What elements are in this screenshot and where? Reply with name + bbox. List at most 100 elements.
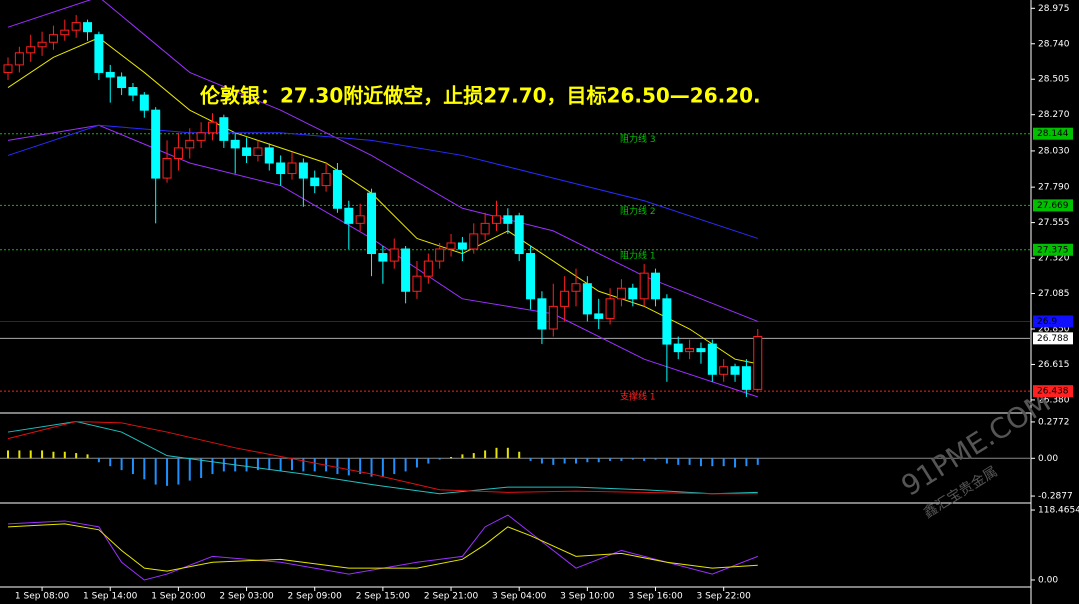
- y-tick-label: 27.790: [1038, 183, 1070, 193]
- indicator-line: [7, 421, 758, 495]
- candle-body: [26, 46, 36, 54]
- level-box: [1033, 385, 1073, 398]
- candle-body: [446, 242, 456, 250]
- candle-body: [287, 162, 297, 175]
- candle-body: [151, 109, 161, 179]
- level-box: [1033, 243, 1073, 256]
- candle-body: [457, 242, 467, 250]
- candle-body: [128, 87, 138, 96]
- x-tick-label: 3 Sep 04:00: [492, 592, 547, 602]
- indicator-line: [7, 37, 758, 365]
- candle-body: [753, 336, 763, 390]
- candle-body: [219, 117, 229, 141]
- indicator-line: [7, 0, 758, 322]
- y-tick-label: 28.740: [1038, 39, 1070, 49]
- x-tick-label: 2 Sep 15:00: [356, 592, 411, 602]
- candle-body: [71, 22, 81, 31]
- x-tick-label: 3 Sep 16:00: [628, 592, 683, 602]
- osc-panel: [7, 514, 758, 581]
- candle-body: [435, 248, 445, 262]
- candle-body: [526, 253, 536, 300]
- candle-body: [298, 162, 308, 179]
- level-value: 26.438: [1037, 387, 1069, 397]
- candle-body: [514, 215, 524, 255]
- candle-body: [344, 207, 354, 224]
- candle-body: [332, 170, 342, 209]
- y-tick-label: 0.2772: [1038, 417, 1070, 427]
- candle-body: [480, 222, 490, 235]
- candle-body: [196, 132, 206, 141]
- candle-body: [639, 272, 649, 300]
- candle-body: [253, 147, 263, 156]
- y-tick-label: 26.850: [1038, 324, 1070, 334]
- indicator-line: [7, 421, 758, 495]
- y-tick-label: 26.380: [1038, 395, 1070, 405]
- x-tick-label: 2 Sep 09:00: [288, 592, 343, 602]
- candle-body: [537, 298, 547, 330]
- level-label: 支撑线 1: [620, 391, 656, 403]
- level-box: [1033, 199, 1073, 212]
- x-tick-label: 3 Sep 22:00: [697, 592, 752, 602]
- candle-body: [3, 64, 13, 73]
- y-tick-label: 27.320: [1038, 254, 1070, 264]
- candle-body: [401, 248, 411, 292]
- candle-body: [741, 366, 751, 390]
- level-value: 28.144: [1037, 129, 1069, 139]
- candle-body: [37, 41, 47, 48]
- level-value: 27.375: [1037, 245, 1069, 255]
- candle-body: [378, 253, 388, 262]
- candle-body: [321, 173, 331, 187]
- level-value: 27.669: [1037, 201, 1069, 211]
- candle-body: [14, 52, 24, 66]
- x-tick-label: 1 Sep 20:00: [151, 592, 206, 602]
- candle-body: [389, 248, 399, 262]
- candle-body: [139, 94, 149, 111]
- candle-body: [264, 147, 274, 164]
- candle-body: [616, 287, 626, 300]
- candle-body: [173, 147, 183, 159]
- level-box: [1033, 127, 1073, 140]
- candle-body: [162, 157, 172, 179]
- y-tick-label: 28.030: [1038, 146, 1070, 156]
- x-tick-label: 1 Sep 08:00: [15, 592, 70, 602]
- candle-body: [469, 233, 479, 250]
- indicator-line: [7, 514, 758, 581]
- x-tick-label: 2 Sep 03:00: [219, 592, 274, 602]
- candle-body: [105, 71, 115, 78]
- indicator-line: [7, 124, 758, 239]
- price-value: 26.788: [1037, 334, 1069, 344]
- candle-body: [207, 121, 217, 134]
- candle-body: [310, 177, 320, 187]
- candle-body: [605, 298, 615, 319]
- macd-panel: [0, 421, 1030, 495]
- candle-body: [685, 348, 695, 353]
- candle-body: [230, 139, 240, 149]
- x-tick-label: 1 Sep 14:00: [83, 592, 138, 602]
- candle-body: [719, 366, 729, 375]
- candle-body: [651, 272, 661, 300]
- candle-body: [696, 348, 706, 353]
- price-box: [1033, 332, 1073, 345]
- y-tick-label: 118.4654: [1038, 506, 1079, 516]
- y-tick-label: 28.975: [1038, 4, 1070, 14]
- y-tick-label: 28.270: [1038, 110, 1070, 120]
- annotation: 伦敦银：27.30附近做空，止损27.70，目标26.50—26.20.: [200, 84, 761, 108]
- candle-body: [730, 366, 740, 375]
- indicator-line: [7, 523, 758, 572]
- y-tick-label: -0.2877: [1038, 492, 1073, 502]
- candle-body: [707, 343, 717, 375]
- candle-body: [48, 34, 58, 43]
- level-label: 阻力线 1: [620, 249, 656, 261]
- candle-body: [560, 290, 570, 307]
- candle-body: [662, 298, 672, 345]
- candle-body: [571, 283, 581, 292]
- candle-body: [83, 22, 93, 33]
- candle-body: [276, 162, 286, 175]
- candle-body: [423, 260, 433, 277]
- candle-body: [628, 287, 638, 300]
- candle-body: [673, 343, 683, 353]
- candle-body: [412, 275, 422, 292]
- y-tick-label: 27.555: [1038, 218, 1070, 228]
